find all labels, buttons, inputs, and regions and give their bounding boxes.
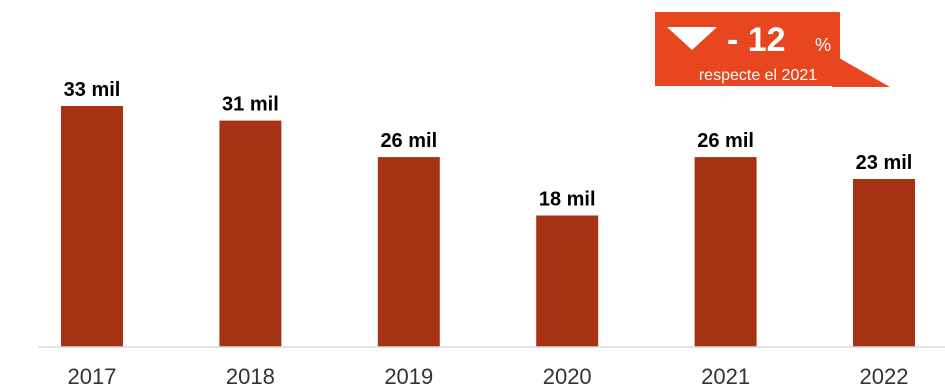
bar-2021	[694, 157, 757, 347]
bar-2019	[377, 157, 440, 347]
triangle-down-icon	[667, 27, 717, 50]
x-tick-label-2020: 2020	[543, 364, 592, 389]
bar-2018	[219, 120, 282, 347]
data-label-2022: 23 mil	[856, 152, 913, 174]
x-tick-label-2019: 2019	[384, 364, 433, 389]
x-tick-label-2018: 2018	[226, 364, 275, 389]
callout-subtitle: respecte el 2021	[699, 67, 817, 84]
callout-value: - 12	[727, 21, 786, 59]
data-label-2019: 26 mil	[380, 130, 437, 152]
x-axis-ticks: 2017 2018 2019 2020 2021 2022	[68, 364, 909, 389]
bar-2022	[853, 179, 915, 347]
callout-unit: %	[815, 35, 831, 55]
change-callout: - 12 % respecte el 2021	[655, 12, 890, 87]
x-tick-label-2022: 2022	[860, 364, 909, 389]
bar-2017	[61, 106, 123, 347]
callout-box	[655, 12, 840, 86]
data-label-2021: 26 mil	[697, 130, 754, 152]
x-tick-label-2021: 2021	[701, 364, 750, 389]
bar-2020	[536, 215, 599, 347]
data-label-2018: 31 mil	[222, 94, 279, 116]
callout-pointer	[832, 54, 890, 87]
data-label-2017: 33 mil	[64, 79, 121, 101]
x-tick-label-2017: 2017	[68, 364, 117, 389]
bars-layer	[61, 106, 915, 347]
data-labels-layer: 33 mil 31 mil 26 mil 18 mil 26 mil 23 mil	[64, 79, 913, 211]
data-label-2020: 18 mil	[539, 189, 596, 211]
